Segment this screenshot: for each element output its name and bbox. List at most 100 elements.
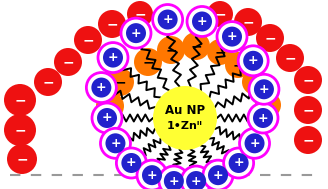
Circle shape [255,92,281,118]
Circle shape [182,32,210,60]
Text: +: + [162,13,173,26]
Circle shape [238,46,268,76]
Circle shape [127,1,153,27]
Circle shape [186,171,206,189]
Circle shape [74,26,102,54]
Circle shape [121,18,151,48]
Circle shape [224,148,254,178]
Text: +: + [191,174,201,187]
Circle shape [187,6,217,36]
Circle shape [4,84,36,116]
Circle shape [157,36,185,64]
Text: −: − [232,58,244,72]
Circle shape [208,165,228,185]
Circle shape [97,108,117,128]
Text: +: + [108,51,118,64]
Text: −: − [262,98,274,112]
Circle shape [239,128,270,158]
Text: +: + [126,156,137,170]
Circle shape [98,43,128,73]
Text: +: + [233,156,244,170]
Text: +: + [227,30,237,43]
Circle shape [116,148,146,178]
Circle shape [92,77,112,98]
Text: −: − [214,7,226,21]
Circle shape [142,165,162,185]
Text: +: + [110,137,121,150]
Circle shape [106,133,126,153]
Text: −: − [106,17,118,31]
Text: +: + [249,137,260,150]
Text: +: + [213,169,223,182]
Text: +: + [102,112,112,125]
Circle shape [254,79,274,99]
Circle shape [153,86,217,150]
Text: −: − [165,43,177,57]
Circle shape [159,166,189,189]
Circle shape [4,114,36,146]
Circle shape [92,103,122,133]
Circle shape [248,103,278,133]
Text: −: − [242,15,254,29]
Circle shape [137,160,167,189]
Circle shape [106,68,134,96]
Circle shape [207,1,233,27]
Circle shape [253,108,273,128]
Circle shape [158,9,178,29]
Circle shape [34,68,62,96]
Circle shape [103,48,123,68]
Circle shape [121,153,141,173]
Text: −: − [190,39,202,53]
Circle shape [294,66,322,94]
Circle shape [153,5,183,35]
Circle shape [126,23,146,43]
Text: −: − [264,31,276,45]
Circle shape [294,96,322,124]
Circle shape [294,126,322,154]
Circle shape [181,166,211,189]
Text: −: − [302,73,314,87]
Text: −: − [14,123,26,137]
Text: −: − [142,55,154,69]
Circle shape [225,52,251,78]
Text: +: + [131,27,141,40]
Text: −: − [249,75,261,89]
Circle shape [164,171,184,189]
Circle shape [100,128,131,158]
Text: +: + [96,81,107,94]
Circle shape [86,73,116,103]
Circle shape [134,48,162,76]
Circle shape [234,8,262,36]
Circle shape [249,74,279,104]
Text: +: + [248,54,258,67]
Text: +: + [147,169,157,182]
Text: −: − [114,75,126,89]
Text: −: − [284,51,296,65]
Text: −: − [82,33,94,47]
Text: −: − [302,133,314,147]
Text: −: − [42,75,54,89]
Circle shape [192,12,212,32]
Text: +: + [197,15,207,28]
Text: −: − [16,152,28,166]
Text: −: − [214,45,226,59]
Circle shape [256,24,284,52]
Circle shape [229,153,249,173]
Text: +: + [258,83,269,96]
Circle shape [217,22,247,52]
Circle shape [7,144,37,174]
Text: −: − [104,99,116,113]
Circle shape [222,27,242,47]
Text: −: − [62,55,74,69]
Text: Au NP: Au NP [165,104,205,116]
Circle shape [96,92,124,120]
Circle shape [245,133,265,153]
Circle shape [276,44,304,72]
Text: +: + [258,112,268,125]
Circle shape [243,51,263,71]
Circle shape [203,160,233,189]
Circle shape [207,39,233,65]
Text: −: − [134,7,146,21]
Text: +: + [169,174,179,187]
Text: −: − [14,93,26,107]
